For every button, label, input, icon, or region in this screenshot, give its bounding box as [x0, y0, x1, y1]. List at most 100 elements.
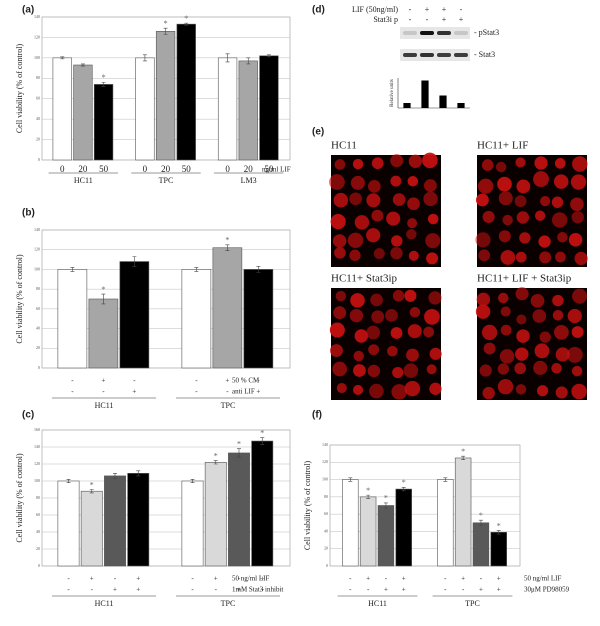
y-tick-label: 140: [34, 14, 40, 19]
bar: [421, 80, 429, 108]
x-tick-label: 20: [161, 164, 171, 174]
cell: [426, 364, 437, 375]
cell: [329, 322, 345, 338]
micrograph-label: HC11+ LIF: [477, 140, 528, 152]
condition-label: 30μM PD98059: [524, 586, 570, 594]
condition-sign: +: [497, 586, 501, 594]
y-tick-label: 40: [36, 116, 40, 121]
cell: [391, 235, 403, 247]
cell: [429, 347, 442, 360]
cell: [574, 251, 588, 266]
error-bar: [401, 487, 406, 492]
annotation: *: [260, 428, 264, 437]
x-tick-label: 20: [244, 164, 254, 174]
cell: [371, 209, 384, 222]
cell: [515, 347, 529, 361]
bar: [88, 298, 119, 369]
y-tick-label: 100: [34, 55, 40, 60]
cell: [555, 251, 566, 263]
bar: [403, 103, 411, 108]
blot-strip: [400, 49, 470, 61]
treatment-sign: -: [460, 5, 463, 14]
y-tick-label: 160: [34, 427, 40, 432]
condition-sign: -: [195, 377, 198, 385]
cell: [568, 233, 583, 247]
condition-sign: +: [132, 388, 136, 396]
cell: [481, 324, 498, 341]
cell: [404, 289, 417, 302]
cell: [390, 327, 403, 339]
error-bar: [163, 27, 168, 35]
bar: [127, 473, 150, 567]
blot-band: [437, 31, 451, 35]
bar: [439, 95, 447, 108]
x-axis-label: ng/ml LIF: [262, 166, 291, 174]
x-tick-label: 0: [60, 164, 65, 174]
cell: [390, 246, 403, 260]
x-tick-label: 50: [264, 164, 274, 174]
treatment-label: Stat3i p: [373, 15, 398, 24]
bar: [243, 269, 274, 369]
condition-sign: -: [238, 575, 241, 583]
bar: [212, 247, 243, 369]
cell: [481, 159, 494, 171]
cell: [514, 362, 527, 375]
cell: [390, 175, 402, 187]
annotation: *: [497, 521, 501, 530]
cell: [515, 384, 527, 395]
error-bar: [256, 266, 261, 273]
bar: [217, 57, 238, 161]
error-bar: [213, 460, 218, 465]
y-axis-label: Cell viability (% of control): [15, 254, 24, 344]
cell: [371, 157, 384, 170]
cell: [497, 292, 509, 304]
cell: [332, 234, 347, 248]
cell: [515, 251, 527, 263]
cell: [425, 233, 441, 249]
bar: [181, 480, 204, 567]
cell: [366, 325, 381, 340]
condition-label: 1mM Stat3 inhibit: [232, 586, 283, 594]
condition-sign: -: [91, 586, 94, 594]
error-bar: [80, 63, 85, 67]
y-tick-label: 120: [34, 34, 40, 39]
cell: [571, 365, 583, 377]
cell: [534, 343, 550, 359]
error-bar: [225, 244, 230, 251]
condition-sign: +: [136, 586, 140, 594]
error-bar: [194, 267, 199, 272]
condition-sign: -: [444, 575, 447, 583]
cell: [483, 342, 496, 355]
y-tick-label: 80: [36, 286, 40, 291]
cell: [571, 383, 587, 400]
cell: [571, 211, 584, 224]
condition-sign: +: [214, 575, 218, 583]
error-bar: [348, 477, 353, 482]
cell: [334, 159, 346, 170]
cell: [373, 248, 385, 260]
cell: [537, 385, 549, 397]
y-tick-label: 120: [34, 461, 40, 466]
micrograph: [331, 288, 441, 400]
cell: [407, 324, 422, 339]
error-bar: [496, 530, 501, 535]
condition-sign: -: [462, 586, 465, 594]
y-tick-label: 0: [38, 365, 40, 370]
cell: [482, 386, 495, 400]
error-bar: [461, 455, 466, 460]
annotation: *: [164, 19, 168, 28]
condition-sign: -: [133, 377, 136, 385]
cell: [572, 156, 588, 172]
y-tick-label: 140: [34, 227, 40, 232]
treatment-sign: -: [409, 5, 412, 14]
cell: [349, 308, 364, 323]
bar: [204, 461, 227, 567]
cell: [551, 196, 564, 208]
condition-sign: +: [402, 575, 406, 583]
group-label: TPC: [465, 599, 480, 608]
cell: [368, 180, 381, 193]
cell: [350, 175, 365, 190]
cell: [349, 249, 361, 262]
y-tick-label: 20: [36, 136, 40, 141]
cell: [354, 215, 370, 230]
